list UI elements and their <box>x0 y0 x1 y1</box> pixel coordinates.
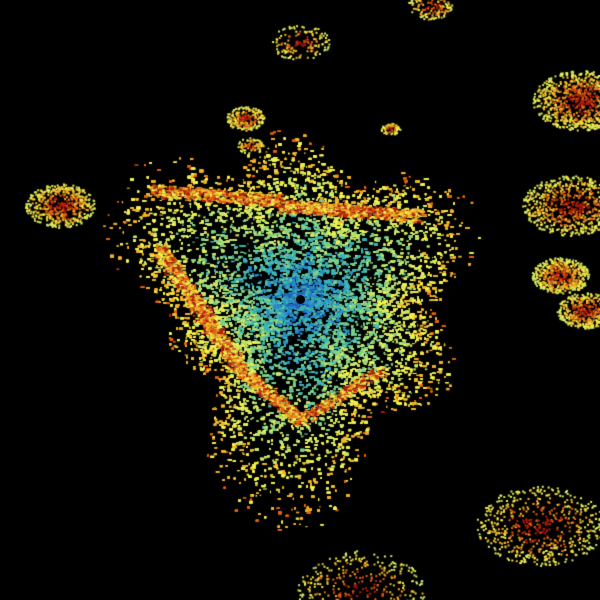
radar-site-marker <box>296 295 305 304</box>
